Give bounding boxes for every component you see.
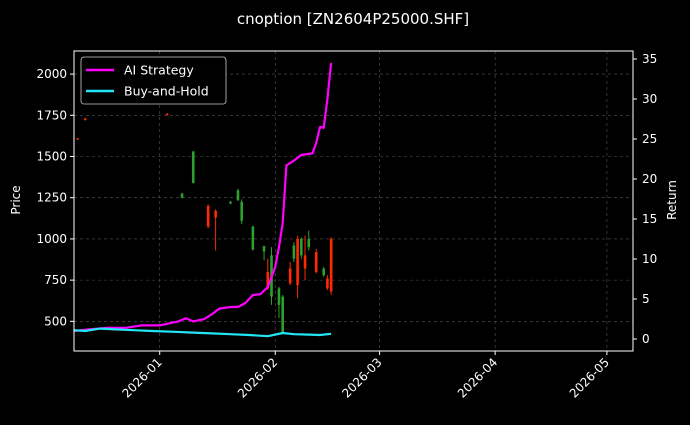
- candle-body: [307, 238, 311, 248]
- y-axis-label-right: Return: [665, 180, 679, 220]
- legend-label: AI Strategy: [124, 63, 194, 78]
- candlestick-layer: [76, 113, 333, 335]
- candle-body: [322, 268, 325, 276]
- y2-tick-label: 35: [642, 52, 657, 66]
- candle-body: [300, 238, 303, 256]
- x-tick-label: 2026-04: [455, 355, 500, 400]
- plot-frame: [73, 50, 634, 352]
- candle-body: [191, 151, 195, 183]
- candle-body: [76, 138, 80, 140]
- ai-strategy-line: [73, 62, 333, 333]
- candle-body: [292, 245, 296, 259]
- candle-body: [206, 205, 210, 227]
- y-axis-label-left: Price: [9, 185, 23, 214]
- candle-body: [83, 118, 87, 120]
- candle-body: [214, 210, 217, 218]
- y2-tick-label: 10: [642, 252, 657, 266]
- y2-tick-label: 0: [642, 332, 650, 346]
- x-tick-label: 2026-02: [235, 355, 280, 400]
- x-tick-label: 2026-03: [339, 355, 384, 400]
- candle-body: [314, 252, 318, 272]
- y-tick-label: 750: [44, 273, 67, 287]
- y-tick-label: 1500: [36, 149, 67, 163]
- buy-and-hold-line: [73, 327, 332, 338]
- x-tick-label: 2026-01: [119, 355, 164, 400]
- y-tick-label: 2000: [36, 67, 67, 81]
- y-tick-label: 1000: [36, 232, 67, 246]
- y2-tick-label: 20: [642, 172, 657, 186]
- legend-box: [80, 56, 227, 105]
- candle-body: [165, 113, 169, 115]
- candle-body: [296, 238, 299, 286]
- candle-body: [180, 193, 184, 198]
- x-tick-label: 2026-05: [567, 355, 612, 400]
- series-layer: [73, 62, 333, 338]
- candle-body: [236, 190, 240, 201]
- candle-body: [251, 226, 255, 250]
- legend-label: Buy-and-Hold: [124, 84, 209, 99]
- candle-body: [329, 238, 333, 292]
- legend: AI Strategy Buy-and-Hold: [80, 56, 227, 105]
- candle-body: [262, 246, 266, 252]
- candle-body: [303, 255, 307, 269]
- candle-body: [326, 278, 329, 289]
- y-tick-label: 500: [44, 314, 67, 328]
- y-tick-label: 1250: [36, 191, 67, 205]
- candle-body: [240, 201, 243, 221]
- candle-body: [277, 288, 281, 305]
- y2-tick-label: 5: [642, 292, 650, 306]
- candle-body: [266, 271, 270, 289]
- y2-tick-label: 15: [642, 212, 657, 226]
- candle-body: [229, 201, 232, 204]
- candle-body: [288, 268, 292, 284]
- y2-tick-label: 30: [642, 92, 657, 106]
- y-tick-label: 1750: [36, 108, 67, 122]
- candle-body: [281, 296, 284, 333]
- y2-tick-label: 25: [642, 132, 657, 146]
- chart-title: cnoption [ZN2604P25000.SHF]: [237, 10, 469, 28]
